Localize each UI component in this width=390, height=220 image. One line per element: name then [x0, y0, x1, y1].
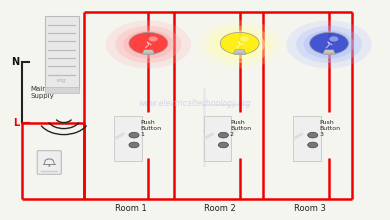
Polygon shape	[323, 50, 335, 54]
Circle shape	[106, 20, 191, 68]
Circle shape	[329, 36, 339, 42]
FancyBboxPatch shape	[203, 88, 206, 167]
Circle shape	[308, 142, 318, 148]
FancyBboxPatch shape	[203, 130, 238, 132]
Circle shape	[48, 165, 50, 167]
FancyBboxPatch shape	[114, 116, 142, 161]
Circle shape	[207, 26, 273, 63]
Circle shape	[304, 30, 355, 59]
Text: Room 2: Room 2	[204, 204, 236, 213]
Text: ring: ring	[57, 78, 67, 83]
Text: Main
Supply: Main Supply	[31, 86, 54, 99]
Circle shape	[197, 20, 282, 68]
Polygon shape	[142, 50, 154, 54]
Circle shape	[148, 36, 158, 42]
Circle shape	[296, 26, 362, 63]
Circle shape	[218, 132, 229, 138]
Circle shape	[218, 142, 229, 148]
Text: Push
Button
2: Push Button 2	[230, 120, 251, 137]
FancyBboxPatch shape	[204, 116, 231, 161]
Text: Room 3: Room 3	[294, 204, 326, 213]
Circle shape	[115, 26, 181, 63]
FancyBboxPatch shape	[44, 16, 79, 89]
FancyBboxPatch shape	[37, 151, 61, 174]
Circle shape	[129, 132, 139, 138]
Text: Push
Button
3: Push Button 3	[319, 120, 340, 137]
FancyBboxPatch shape	[45, 87, 79, 93]
Circle shape	[240, 36, 249, 42]
Circle shape	[220, 32, 259, 54]
Text: N: N	[11, 57, 19, 67]
Circle shape	[286, 20, 372, 68]
Text: L: L	[13, 118, 19, 128]
Text: Room 1: Room 1	[115, 204, 147, 213]
Text: www.electricaltechnology.org: www.electricaltechnology.org	[139, 99, 251, 108]
FancyBboxPatch shape	[203, 104, 250, 106]
Circle shape	[310, 32, 349, 54]
Circle shape	[129, 142, 139, 148]
FancyBboxPatch shape	[293, 116, 321, 161]
Circle shape	[123, 30, 174, 59]
Polygon shape	[234, 50, 246, 54]
Text: Push
Button
1: Push Button 1	[140, 120, 162, 137]
Circle shape	[308, 132, 318, 138]
Circle shape	[129, 32, 168, 54]
Circle shape	[215, 30, 265, 59]
